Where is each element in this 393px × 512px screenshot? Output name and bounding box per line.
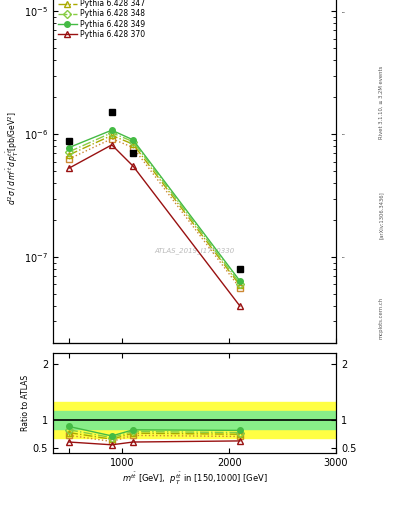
- Pythia 6.428 348: [109, 130, 114, 136]
- Line: ATLAS: ATLAS: [66, 109, 243, 272]
- Y-axis label: Ratio to ATLAS: Ratio to ATLAS: [21, 375, 30, 431]
- Line: Pythia 6.428 349: Pythia 6.428 349: [66, 127, 243, 284]
- Pythia 6.428 370: [109, 142, 114, 148]
- Line: Pythia 6.428 370: Pythia 6.428 370: [66, 142, 243, 309]
- Line: Pythia 6.428 347: Pythia 6.428 347: [66, 133, 243, 288]
- Pythia 6.428 349: [67, 144, 72, 151]
- X-axis label: $m^{t\bar{t}}$ [GeV],  $p_T^{t\bar{t}}$ in [150,1000] [GeV]: $m^{t\bar{t}}$ [GeV], $p_T^{t\bar{t}}$ i…: [121, 471, 268, 487]
- Line: Pythia 6.428 348: Pythia 6.428 348: [66, 130, 243, 286]
- Y-axis label: $d^2\sigma\,/\,d\,m^{t\bar{t}}\,d\,p_T^{t\bar{t}}[\mathrm{pb/GeV^2}]$: $d^2\sigma\,/\,d\,m^{t\bar{t}}\,d\,p_T^{…: [5, 112, 21, 205]
- Legend: ATLAS, Pythia 6.428 346, Pythia 6.428 347, Pythia 6.428 348, Pythia 6.428 349, P: ATLAS, Pythia 6.428 346, Pythia 6.428 34…: [55, 0, 147, 41]
- Text: ATLAS_2019_I1750330: ATLAS_2019_I1750330: [154, 247, 235, 254]
- Pythia 6.428 348: [67, 148, 72, 155]
- Pythia 6.428 348: [131, 139, 136, 145]
- Pythia 6.428 347: [237, 282, 242, 288]
- ATLAS: [109, 109, 114, 115]
- Pythia 6.428 347: [109, 132, 114, 138]
- Pythia 6.428 346: [131, 144, 136, 151]
- Text: mcplots.cern.ch: mcplots.cern.ch: [379, 296, 384, 338]
- Pythia 6.428 346: [237, 285, 242, 291]
- Line: Pythia 6.428 346: Pythia 6.428 346: [66, 136, 243, 291]
- ATLAS: [67, 138, 72, 144]
- Pythia 6.428 347: [67, 152, 72, 158]
- Pythia 6.428 370: [237, 303, 242, 309]
- Pythia 6.428 347: [131, 141, 136, 147]
- Pythia 6.428 349: [131, 137, 136, 143]
- Pythia 6.428 370: [67, 165, 72, 171]
- Text: [arXiv:1306.3436]: [arXiv:1306.3436]: [379, 191, 384, 239]
- ATLAS: [131, 150, 136, 156]
- Pythia 6.428 346: [67, 156, 72, 162]
- Pythia 6.428 348: [237, 281, 242, 287]
- Pythia 6.428 349: [237, 278, 242, 284]
- ATLAS: [237, 266, 242, 272]
- Text: Rivet 3.1.10, ≥ 3.2M events: Rivet 3.1.10, ≥ 3.2M events: [379, 66, 384, 139]
- Pythia 6.428 370: [131, 163, 136, 169]
- Pythia 6.428 349: [109, 127, 114, 133]
- Pythia 6.428 346: [109, 136, 114, 142]
